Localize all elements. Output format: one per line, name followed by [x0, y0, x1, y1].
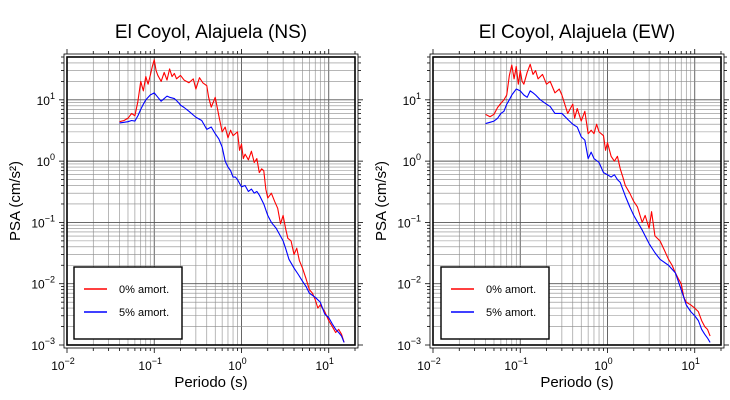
y-axis-label: PSA (cm/s²) [7, 161, 24, 241]
plot-frame-outer [63, 53, 359, 349]
series-line-5pct [119, 92, 345, 343]
x-tick-label: 100 [228, 356, 246, 373]
x-tick-label-exponent: 1 [695, 356, 700, 366]
y-tick-label-exponent: 0 [416, 152, 421, 162]
y-tick-label-base: 10 [31, 278, 45, 292]
tick-marks [59, 49, 363, 353]
x-tick-label: 101 [316, 356, 334, 373]
y-tick-label-base: 10 [397, 216, 411, 230]
y-tick-label: 10−2 [31, 275, 55, 292]
legend-label-5pct: 5% amort. [119, 307, 169, 319]
y-tick-label-exponent: 1 [50, 91, 55, 101]
y-tick-label: 100 [403, 152, 421, 169]
tick-marks [425, 49, 729, 353]
plot-frame [432, 56, 722, 346]
y-tick-label-base: 10 [31, 339, 45, 353]
legend: 0% amort. 5% amort. [440, 266, 550, 340]
x-axis-label: Periodo (s) [540, 374, 613, 391]
x-tick-label-base: 10 [51, 359, 65, 373]
y-tick-label-base: 10 [31, 216, 45, 230]
y-tick-label-base: 10 [397, 339, 411, 353]
x-tick-label-exponent: 0 [242, 356, 247, 366]
x-tick-label: 10−2 [417, 356, 441, 373]
y-tick-label-exponent: −2 [45, 275, 55, 285]
chart-title: El Coyol, Alajuela (NS) [115, 22, 307, 43]
series-line-5pct [485, 88, 711, 343]
y-tick-label: 10−1 [31, 213, 55, 230]
x-tick-label-base: 10 [228, 359, 242, 373]
legend-box [73, 266, 183, 340]
y-tick-label: 10−1 [397, 213, 421, 230]
legend-label-0pct: 0% amort. [486, 284, 536, 296]
y-tick-label: 100 [37, 152, 55, 169]
x-tick-label-base: 10 [682, 359, 696, 373]
y-tick-label-base: 10 [397, 278, 411, 292]
y-tick-label-exponent: −1 [411, 213, 421, 223]
x-tick-label-exponent: −2 [431, 356, 441, 366]
x-tick-label-base: 10 [594, 359, 608, 373]
legend-box [440, 266, 550, 340]
x-tick-label-base: 10 [138, 359, 152, 373]
y-tick-label-base: 10 [37, 94, 51, 108]
y-tick-label: 10−3 [397, 336, 421, 353]
plot-frame [66, 56, 356, 346]
y-tick-label-exponent: 1 [416, 91, 421, 101]
y-tick-label-exponent: 0 [50, 152, 55, 162]
x-tick-label: 101 [682, 356, 700, 373]
y-tick-label-base: 10 [37, 155, 51, 169]
y-tick-label-exponent: −3 [45, 336, 55, 346]
x-tick-label-exponent: 0 [608, 356, 613, 366]
legend-label-0pct: 0% amort. [119, 284, 169, 296]
x-tick-label: 10−2 [51, 356, 75, 373]
x-tick-label-base: 10 [316, 359, 330, 373]
x-tick-label-base: 10 [417, 359, 431, 373]
x-tick-label: 10−1 [138, 356, 162, 373]
x-axis-label: Periodo (s) [174, 374, 247, 391]
series-line-0pct [485, 63, 711, 337]
chart-title: El Coyol, Alajuela (EW) [479, 22, 675, 43]
x-tick-label-exponent: 1 [329, 356, 334, 366]
legend: 0% amort. 5% amort. [73, 266, 183, 340]
y-tick-label: 10−2 [397, 275, 421, 292]
y-axis-label: PSA (cm/s²) [373, 161, 390, 241]
y-tick-label: 10−3 [31, 336, 55, 353]
plot-frame-outer [429, 53, 725, 349]
x-tick-label-exponent: −1 [518, 356, 528, 366]
y-tick-label: 101 [403, 91, 421, 108]
y-tick-label-base: 10 [403, 94, 417, 108]
x-tick-label-exponent: −2 [65, 356, 75, 366]
y-tick-label-base: 10 [403, 155, 417, 169]
x-tick-label: 100 [594, 356, 612, 373]
y-tick-label: 101 [37, 91, 55, 108]
y-tick-label-exponent: −2 [411, 275, 421, 285]
x-tick-label-exponent: −1 [152, 356, 162, 366]
legend-label-5pct: 5% amort. [486, 307, 536, 319]
x-tick-label-base: 10 [504, 359, 518, 373]
y-tick-label-exponent: −1 [45, 213, 55, 223]
x-tick-label: 10−1 [504, 356, 528, 373]
series-line-0pct [119, 59, 345, 343]
y-tick-label-exponent: −3 [411, 336, 421, 346]
